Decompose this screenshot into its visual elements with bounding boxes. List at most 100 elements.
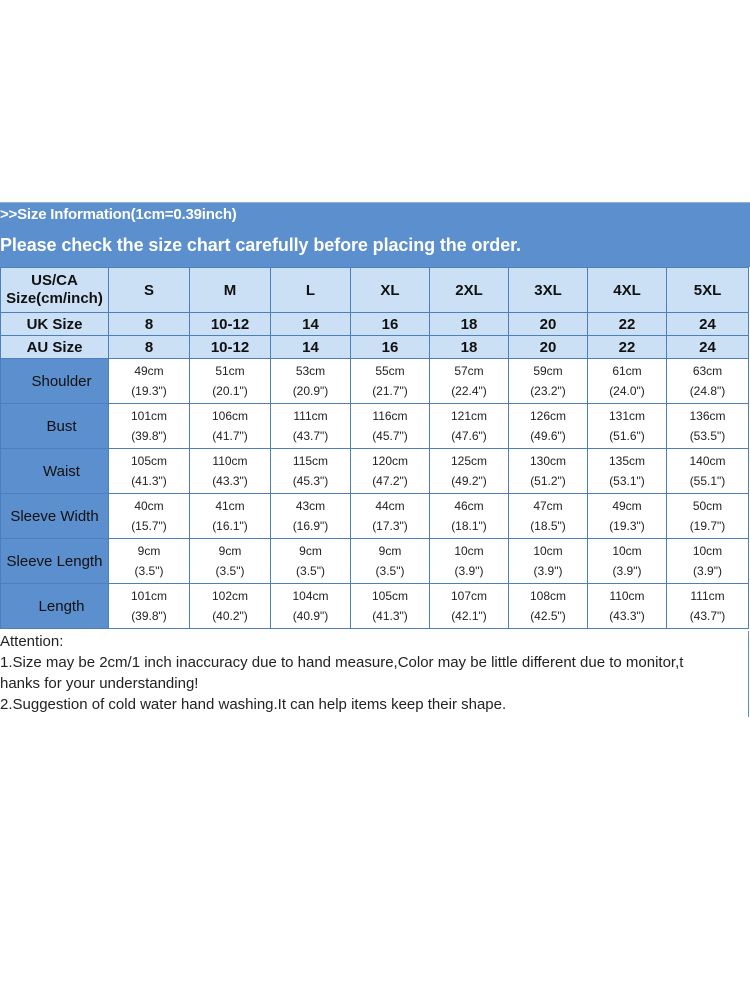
inch-value: (15.7") — [131, 519, 167, 533]
measurement-cell: 55cm (21.7") — [350, 358, 430, 404]
cm-value: 136cm — [689, 409, 726, 423]
size-s-header: S — [108, 267, 190, 313]
uk-size-cell: 8 — [108, 312, 190, 336]
measurement-cell: 46cm (18.1") — [429, 493, 509, 539]
cm-value: 47cm — [533, 499, 563, 513]
inch-value: (20.1") — [212, 384, 248, 398]
measurement-cell: 111cm (43.7") — [270, 403, 351, 449]
inch-value: (39.8") — [131, 429, 167, 443]
cm-value: 57cm — [454, 364, 484, 378]
au-size-cell: 24 — [666, 335, 749, 359]
measurement-label-text: Sleeve Length — [6, 552, 103, 570]
inch-value: (42.1") — [451, 609, 487, 623]
measurement-cell: 131cm (51.6") — [587, 403, 667, 449]
cm-value: 59cm — [533, 364, 563, 378]
us-ca-label: US/CA — [31, 272, 78, 289]
inch-value: (43.7") — [689, 609, 726, 623]
measurement-cell: 9cm (3.5") — [270, 538, 351, 584]
inch-value: (22.4") — [451, 384, 487, 398]
measurement-cell: 57cm (22.4") — [429, 358, 509, 404]
measurement-cell: 10cm (3.9") — [587, 538, 667, 584]
measurement-cell: 44cm (17.3") — [350, 493, 430, 539]
measurement-label-text: Waist — [43, 462, 80, 480]
inch-value: (55.1") — [689, 474, 726, 488]
inch-value: (21.7") — [372, 384, 408, 398]
inch-value: (43.7") — [292, 429, 329, 443]
sleeve-length-row: Sleeve Length 9cm (3.5") 9cm (3.5") 9cm (3.… — [0, 538, 749, 584]
uk-size-cell: 16 — [350, 312, 430, 336]
cm-value: 101cm — [130, 409, 168, 423]
cm-value: 121cm — [450, 409, 488, 423]
au-size-cell: 22 — [587, 335, 667, 359]
size-header-row: US/CA Size(cm/inch) S M L XL 2XL 3XL 4XL… — [0, 267, 749, 313]
measurement-cell: 105cm (41.3") — [108, 448, 190, 494]
inch-value: (49.6") — [530, 429, 566, 443]
measurement-cell: 49cm (19.3") — [108, 358, 190, 404]
cm-value: 116cm — [372, 409, 408, 423]
size-4xl-header: 4XL — [587, 267, 667, 313]
measurement-cell: 108cm (42.5") — [508, 583, 588, 629]
size-information-title: >>Size Information(1cm=0.39inch) — [0, 206, 237, 223]
bust-row: Bust 101cm (39.8") 106cm (41.7") 111cm (43.… — [0, 403, 749, 449]
measurement-cell: 110cm (43.3") — [189, 448, 271, 494]
cm-value: 115cm — [292, 454, 329, 468]
inch-value: (53.1") — [609, 474, 645, 488]
inch-value: (40.2") — [212, 609, 248, 623]
au-size-cell: 8 — [108, 335, 190, 359]
cm-value: 110cm — [609, 589, 645, 603]
inch-value: (24.8") — [689, 384, 726, 398]
size-m-header: M — [189, 267, 271, 313]
size-5xl-header: 5XL — [666, 267, 749, 313]
inch-value: (53.5") — [689, 429, 726, 443]
uk-size-cell: 10-12 — [189, 312, 271, 336]
measurement-label-text: Bust — [46, 417, 77, 435]
cm-value: 111cm — [293, 409, 328, 423]
inch-value: (20.9") — [292, 384, 329, 398]
cm-value: 44cm — [375, 499, 405, 513]
cm-value: 10cm — [612, 544, 642, 558]
size-3xl-header: 3XL — [508, 267, 588, 313]
inch-value: (3.5") — [215, 564, 245, 578]
au-size-cell: 18 — [429, 335, 509, 359]
measurement-cell: 111cm (43.7") — [666, 583, 749, 629]
inch-value: (19.3") — [131, 384, 167, 398]
shoulder-label: Shoulder — [0, 358, 109, 404]
length-label: Length — [0, 583, 109, 629]
cm-value: 50cm — [692, 499, 723, 513]
measurement-cell: 40cm (15.7") — [108, 493, 190, 539]
cm-value: 104cm — [292, 589, 329, 603]
attention-title: Attention: — [0, 633, 64, 650]
uk-size-cell: 14 — [270, 312, 351, 336]
cm-value: 105cm — [130, 454, 168, 468]
size-xl-header: XL — [350, 267, 430, 313]
cm-value: 126cm — [529, 409, 567, 423]
measurement-cell: 59cm (23.2") — [508, 358, 588, 404]
cm-value: 101cm — [130, 589, 168, 603]
inch-value: (3.9") — [693, 564, 722, 578]
cm-value: 41cm — [215, 499, 245, 513]
cm-value: 10cm — [533, 544, 563, 558]
cm-value: 10cm — [692, 544, 723, 558]
inch-value: (43.3") — [609, 609, 645, 623]
inch-value: (16.9") — [292, 519, 329, 533]
cm-value: 10cm — [454, 544, 484, 558]
size-unit-label: Size(cm/inch) — [6, 290, 103, 307]
cm-value: 130cm — [529, 454, 567, 468]
sleeve-length-label: Sleeve Length — [0, 538, 109, 584]
cm-value: 9cm — [218, 544, 242, 558]
inch-value: (18.5") — [530, 519, 566, 533]
size-l-header: L — [270, 267, 351, 313]
measurement-cell: 102cm (40.2") — [189, 583, 271, 629]
size-table: US/CA Size(cm/inch) S M L XL 2XL 3XL 4XL… — [0, 267, 749, 629]
cm-value: 63cm — [692, 364, 723, 378]
measurement-cell: 105cm (41.3") — [350, 583, 430, 629]
measurement-cell: 10cm (3.9") — [508, 538, 588, 584]
measurement-cell: 116cm (45.7") — [350, 403, 430, 449]
measurement-cell: 43cm (16.9") — [270, 493, 351, 539]
inch-value: (41.7") — [212, 429, 248, 443]
uk-size-cell: 18 — [429, 312, 509, 336]
uk-size-cell: 20 — [508, 312, 588, 336]
measurement-cell: 104cm (40.9") — [270, 583, 351, 629]
waist-row: Waist 105cm (41.3") 110cm (43.3") 115cm (45… — [0, 448, 749, 494]
inch-value: (17.3") — [372, 519, 408, 533]
